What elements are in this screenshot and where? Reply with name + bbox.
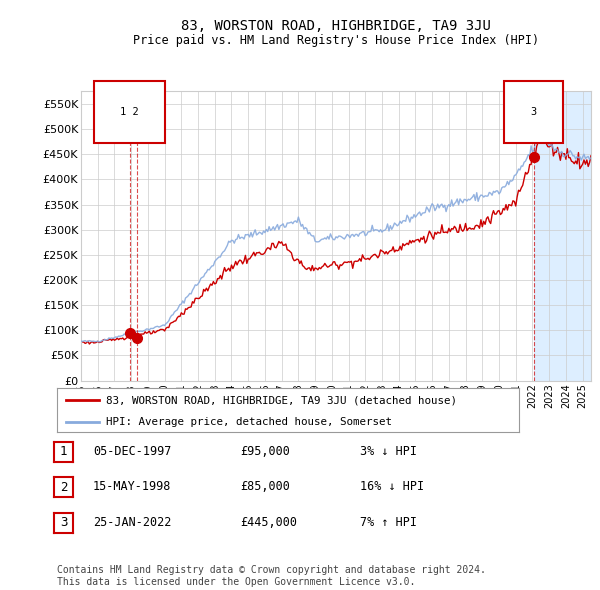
Text: Price paid vs. HM Land Registry's House Price Index (HPI): Price paid vs. HM Land Registry's House … (133, 34, 539, 47)
Text: 15-MAY-1998: 15-MAY-1998 (93, 480, 172, 493)
Text: 7% ↑ HPI: 7% ↑ HPI (360, 516, 417, 529)
Text: 25-JAN-2022: 25-JAN-2022 (93, 516, 172, 529)
Text: HPI: Average price, detached house, Somerset: HPI: Average price, detached house, Some… (106, 417, 392, 427)
Text: £85,000: £85,000 (240, 480, 290, 493)
Text: £95,000: £95,000 (240, 445, 290, 458)
Text: 3% ↓ HPI: 3% ↓ HPI (360, 445, 417, 458)
Text: 1 2: 1 2 (121, 107, 139, 117)
Text: 83, WORSTON ROAD, HIGHBRIDGE, TA9 3JU: 83, WORSTON ROAD, HIGHBRIDGE, TA9 3JU (181, 19, 491, 33)
Text: 83, WORSTON ROAD, HIGHBRIDGE, TA9 3JU (detached house): 83, WORSTON ROAD, HIGHBRIDGE, TA9 3JU (d… (106, 395, 457, 405)
Text: 3: 3 (530, 107, 537, 117)
Text: 16% ↓ HPI: 16% ↓ HPI (360, 480, 424, 493)
Text: 2: 2 (60, 481, 67, 494)
Text: £445,000: £445,000 (240, 516, 297, 529)
Text: 3: 3 (60, 516, 67, 529)
Text: 05-DEC-1997: 05-DEC-1997 (93, 445, 172, 458)
Text: Contains HM Land Registry data © Crown copyright and database right 2024.
This d: Contains HM Land Registry data © Crown c… (57, 565, 486, 587)
Bar (533, 91, 591, 381)
Text: 1: 1 (60, 445, 67, 458)
